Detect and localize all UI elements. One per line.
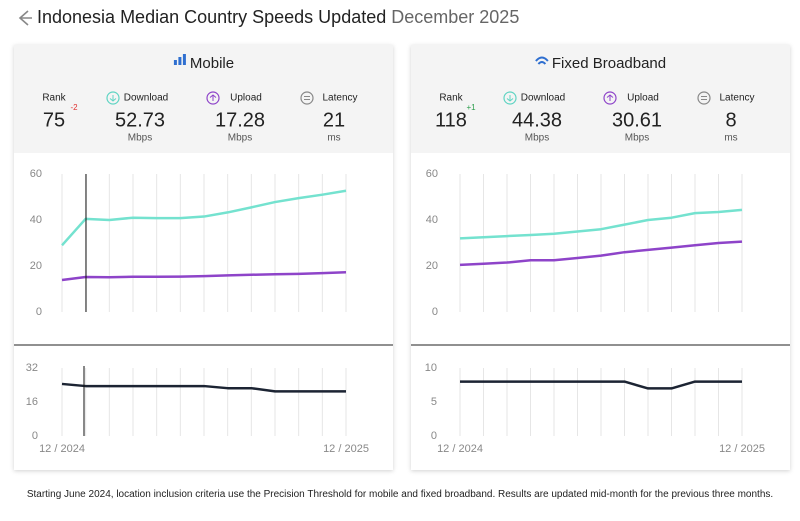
stat-icon — [503, 91, 517, 105]
stat-label: Rank — [439, 93, 463, 104]
stat-label: Upload — [627, 93, 659, 104]
x-tick-label: 12 / 2024 — [39, 443, 85, 455]
back-arrow[interactable] — [18, 10, 32, 26]
stat-label: Latency — [719, 93, 754, 104]
wifi-icon — [535, 56, 549, 65]
stat-value: 52.73 — [115, 109, 165, 131]
stat-icon — [603, 91, 617, 105]
y-tick-label: 10 — [425, 362, 437, 374]
series-line — [460, 380, 742, 390]
stat-icon — [206, 91, 220, 105]
stat-label: Rank — [42, 93, 66, 104]
y-tick-label: 0 — [432, 306, 438, 318]
stat-unit: Mbps — [525, 133, 549, 144]
footnote: Starting June 2024, location inclusion c… — [26, 489, 774, 500]
y-tick-label: 0 — [32, 430, 38, 442]
stat-icon — [300, 91, 314, 105]
panel-title: Fixed Broadband — [552, 55, 666, 72]
mobile-icon — [182, 54, 186, 65]
dashboard: Indonesia Median Country Speeds Updated … — [14, 7, 790, 470]
stat-label: Latency — [322, 93, 357, 104]
stat-icon-arrow — [506, 95, 514, 102]
stat-icon-arrow — [209, 94, 217, 101]
x-tick-label: 12 / 2025 — [719, 443, 765, 455]
page-title: Indonesia Median Country Speeds Updated … — [37, 7, 519, 27]
stat-value: 118 — [435, 109, 467, 131]
stat-value: 8 — [725, 109, 736, 131]
y-tick-label: 20 — [426, 260, 438, 272]
series-line — [61, 271, 347, 282]
stat-icon-arrow — [304, 96, 310, 100]
stat-icon-arrow — [701, 96, 707, 100]
stat-value: 75 — [43, 109, 65, 131]
stat-unit: Mbps — [128, 133, 152, 144]
stat-unit: ms — [327, 133, 340, 144]
series-line — [459, 240, 743, 267]
mobile-icon — [173, 60, 177, 65]
stat-value: 17.28 — [215, 109, 265, 131]
stat-unit: Mbps — [228, 133, 252, 144]
y-tick-label: 60 — [30, 168, 42, 180]
stat-value: 44.38 — [512, 109, 562, 131]
stat-icon — [697, 91, 711, 105]
y-tick-label: 5 — [431, 396, 437, 408]
y-tick-label: 20 — [30, 260, 42, 272]
stat-unit: ms — [724, 133, 737, 144]
mobile-icon — [178, 57, 182, 65]
series-line — [61, 382, 346, 393]
x-tick-label: 12 / 2025 — [323, 443, 369, 455]
stat-label: Upload — [230, 93, 262, 104]
stat-icon — [106, 91, 120, 105]
x-tick-label: 12 / 2024 — [437, 443, 483, 455]
stat-value: 21 — [323, 109, 345, 131]
stat-unit: Mbps — [625, 133, 649, 144]
panel-header — [14, 45, 393, 153]
y-tick-label: 0 — [431, 430, 437, 442]
panel-title: Mobile — [190, 55, 234, 72]
y-tick-label: 40 — [30, 214, 42, 226]
y-tick-label: 16 — [26, 396, 38, 408]
series-line — [459, 208, 743, 240]
rank-change: +1 — [466, 103, 476, 112]
stat-value: 30.61 — [612, 109, 662, 131]
y-tick-label: 0 — [36, 306, 42, 318]
stat-icon-arrow — [606, 94, 614, 101]
series-line — [61, 189, 347, 247]
stat-icon-arrow — [109, 95, 117, 102]
y-tick-label: 32 — [26, 362, 38, 374]
stat-label: Download — [124, 93, 168, 104]
rank-change: -2 — [70, 103, 78, 112]
panel-header — [411, 45, 790, 153]
y-tick-label: 40 — [426, 214, 438, 226]
stat-label: Download — [521, 93, 565, 104]
y-tick-label: 60 — [426, 168, 438, 180]
